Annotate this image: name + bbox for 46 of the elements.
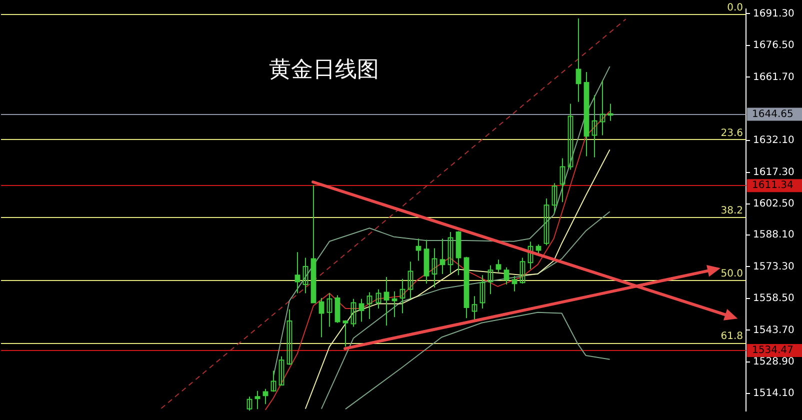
- candlestick: [408, 261, 414, 300]
- candlestick: [286, 308, 292, 366]
- candlestick: [326, 292, 332, 328]
- candlestick: [270, 370, 276, 392]
- ref-line-label: 1611.34: [752, 180, 794, 192]
- candlestick: [400, 278, 406, 314]
- candlestick: [592, 94, 598, 158]
- y-tick-label: 1676.50: [753, 40, 794, 52]
- candlestick: [350, 298, 356, 328]
- annotation: 23.6: [720, 128, 743, 139]
- y-tick-label: 1558.50: [753, 293, 794, 304]
- y-tick-label: 1543.70: [753, 324, 794, 336]
- annotation: 38.2: [720, 206, 743, 217]
- candlestick: [278, 356, 284, 386]
- y-tick-label: 1617.30: [753, 166, 794, 178]
- y-tick-label: 1573.30: [753, 261, 794, 272]
- y-tick-label: 1632.10: [753, 135, 794, 146]
- candlestick: [552, 182, 558, 214]
- y-tick-label: 1528.90: [753, 356, 794, 368]
- candlestick: [608, 103, 614, 122]
- y-tick-label: 1661.70: [753, 72, 794, 83]
- ref-line-label: 1534.47: [752, 345, 794, 356]
- candlestick: [480, 274, 486, 310]
- y-tick-label: 1602.50: [753, 198, 794, 210]
- candlestick: [246, 396, 252, 412]
- candlestick: [568, 103, 574, 170]
- candlestick: [448, 231, 454, 274]
- candlestick: [366, 292, 372, 320]
- annotation: 50.0: [720, 268, 743, 280]
- y-tick-label: 1514.10: [753, 388, 794, 400]
- candlestick: [520, 257, 526, 284]
- candlestick: [472, 296, 478, 322]
- annotation: 0.0: [727, 2, 743, 14]
- candlestick: [488, 264, 494, 295]
- y-tick-label: 1691.30: [753, 8, 794, 20]
- candlestick: [432, 248, 438, 288]
- ref-line-label: 1644.65: [752, 108, 794, 120]
- candlestick: [560, 158, 566, 203]
- y-tick-label: 1588.10: [753, 230, 794, 241]
- candlestick: [600, 80, 606, 136]
- candlestick: [544, 198, 550, 246]
- annotation: 61.8: [720, 331, 743, 342]
- candlestick: [376, 288, 382, 310]
- text: 黄金日线图: [269, 58, 380, 83]
- candlestick: [528, 241, 534, 270]
- candlestick: [302, 257, 308, 294]
